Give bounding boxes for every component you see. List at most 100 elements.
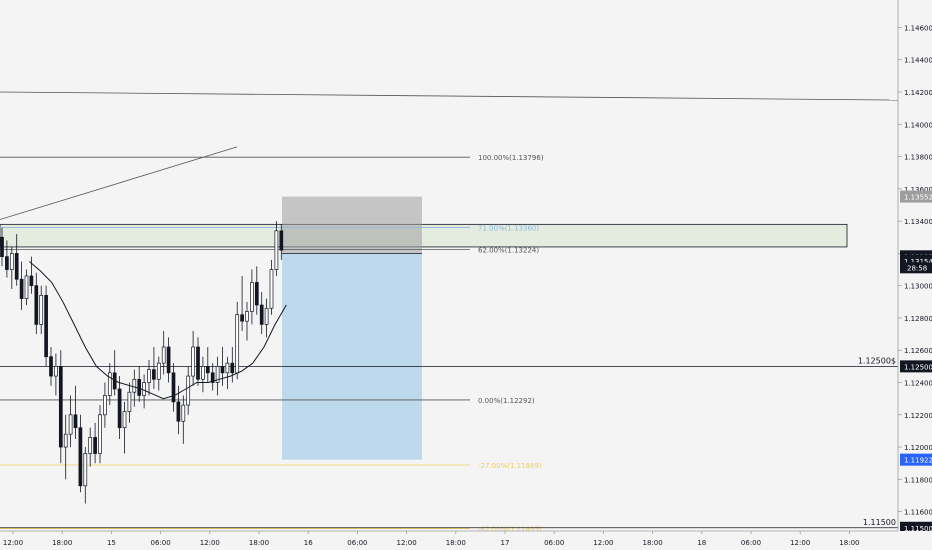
candle-body-56 [274, 230, 279, 270]
horizontal-line-label-1: 1.11500 [863, 518, 896, 527]
candle-body-20 [98, 414, 102, 454]
candle-body-30 [147, 369, 151, 383]
y-tick-label-14: 1.11800 [904, 476, 932, 484]
price-tag-bg-0 [900, 190, 932, 203]
candle-body-33 [161, 346, 166, 364]
stop-loss-zone [282, 196, 422, 254]
candle-body-21 [103, 395, 107, 416]
y-tick-label-5: 1.13600 [904, 186, 932, 194]
countdown-label: 28:58 [907, 264, 927, 272]
x-tick-label-4: 12:00 [200, 539, 220, 547]
x-tick-label-17: 18:00 [839, 539, 859, 547]
y-tick-label-3: 1.14000 [904, 121, 932, 129]
candle-body-2 [9, 253, 14, 270]
candle-body-41 [201, 366, 205, 380]
y-tick-label-10: 1.12600 [904, 347, 932, 355]
candle-body-15 [73, 414, 78, 429]
fib-label-3: 0.00%(1.12292) [478, 397, 535, 405]
x-tick-label-9: 18:00 [446, 539, 466, 547]
take-profit-zone [282, 253, 422, 460]
candle-body-22 [107, 372, 112, 396]
y-tick-label-2: 1.14200 [904, 89, 932, 97]
candle-body-7 [34, 285, 39, 325]
y-tick-label-13: 1.12000 [904, 444, 932, 452]
horizontal-line-label-0: 1.12500$ [858, 356, 896, 365]
candle-body-19 [93, 437, 97, 454]
candle-body-4 [19, 278, 24, 299]
x-tick-label-8: 12:00 [397, 539, 417, 547]
x-tick-label-0: 12:00 [3, 539, 23, 547]
candle-body-37 [181, 404, 186, 422]
candle-body-36 [176, 401, 181, 422]
candle-body-54 [264, 307, 269, 325]
y-tick-label-0: 1.14600 [904, 24, 932, 32]
price-tag-5: 1.11500 [904, 525, 932, 533]
candle-body-42 [205, 366, 210, 374]
candle-body-18 [88, 437, 93, 454]
price-tag-2: 1.13154 [904, 258, 932, 266]
candle-body-5 [24, 275, 29, 299]
candle-body-47 [230, 362, 235, 374]
x-tick-label-7: 06:00 [347, 539, 367, 547]
price-tag-3: 1.12500 [904, 363, 932, 371]
y-tick-label-9: 1.12800 [904, 315, 932, 323]
candle-body-35 [171, 372, 176, 403]
price-tag-bg-4 [900, 453, 932, 466]
candle-body-8 [39, 295, 44, 325]
x-tick-label-3: 06:00 [151, 539, 171, 547]
moving-average-line [29, 261, 287, 400]
trend-line-0 [0, 91, 899, 101]
x-tick-label-14: 18 [697, 539, 706, 547]
x-tick-label-2: 15 [107, 539, 116, 547]
candle-body-14 [68, 414, 73, 435]
candle-body-31 [152, 369, 156, 380]
candle-body-43 [210, 372, 215, 383]
candle-body-44 [215, 366, 220, 383]
candle-body-25 [122, 411, 127, 429]
x-tick-label-1: 18:00 [52, 539, 72, 547]
time-axis-background [0, 531, 932, 550]
y-tick-label-4: 1.13800 [904, 154, 932, 162]
candle-body-13 [63, 433, 68, 448]
x-tick-label-15: 06:00 [741, 539, 761, 547]
candle-body-10 [49, 356, 53, 377]
candle-body-11 [54, 366, 58, 377]
price-tag-bg-5 [900, 521, 932, 534]
candle-body-50 [245, 311, 249, 322]
price-axis-background [898, 0, 932, 550]
x-tick-label-16: 12:00 [790, 539, 810, 547]
candle-body-48 [235, 314, 240, 374]
fib-label-2: 62.00%(1.13224) [478, 247, 539, 255]
candle-body-53 [259, 304, 264, 325]
y-tick-label-12: 1.12200 [904, 412, 932, 420]
candle-body-57 [279, 230, 284, 251]
candle-body-12 [58, 366, 63, 448]
trend-line-1 [0, 146, 238, 220]
candle-body-28 [137, 378, 142, 396]
candle-body-9 [44, 295, 48, 358]
y-tick-label-15: 1.11600 [904, 509, 932, 517]
countdown-bg [900, 262, 932, 274]
candle-body-52 [254, 282, 259, 306]
candle-body-24 [117, 388, 122, 429]
x-tick-label-6: 16 [304, 539, 313, 547]
y-tick-label-11: 1.12400 [904, 380, 932, 388]
candle-body-49 [240, 314, 244, 322]
candle-body-38 [186, 375, 191, 406]
supply-zone [0, 223, 848, 248]
candle-body-3 [14, 253, 19, 280]
candle-body-16 [78, 427, 83, 487]
candle-body-46 [225, 362, 230, 374]
x-tick-label-11: 06:00 [544, 539, 564, 547]
candle-body-1 [5, 256, 9, 270]
price-tag-0: 1.13552 [904, 194, 932, 202]
candle-body-27 [132, 378, 137, 393]
candle-body-26 [127, 391, 132, 412]
candle-body-29 [142, 382, 146, 396]
x-tick-label-5: 18:00 [249, 539, 269, 547]
price-tag-bg-3 [900, 360, 932, 373]
fib-label-5: -62.00%(1.11495) [478, 526, 542, 534]
